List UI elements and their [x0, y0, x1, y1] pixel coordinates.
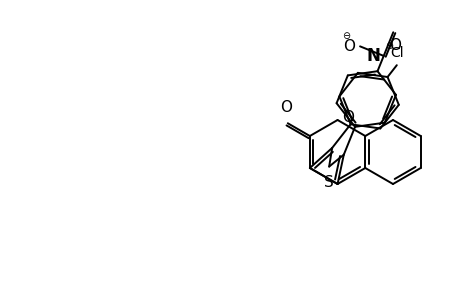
Text: O: O [342, 110, 354, 124]
Text: O: O [388, 38, 400, 53]
Text: Cl: Cl [389, 46, 403, 60]
Text: ⊖: ⊖ [341, 32, 349, 41]
Text: O: O [279, 100, 291, 115]
Text: O: O [342, 39, 354, 54]
Text: S: S [324, 175, 333, 190]
Text: ⊕: ⊕ [384, 41, 392, 51]
Text: N: N [366, 47, 380, 65]
